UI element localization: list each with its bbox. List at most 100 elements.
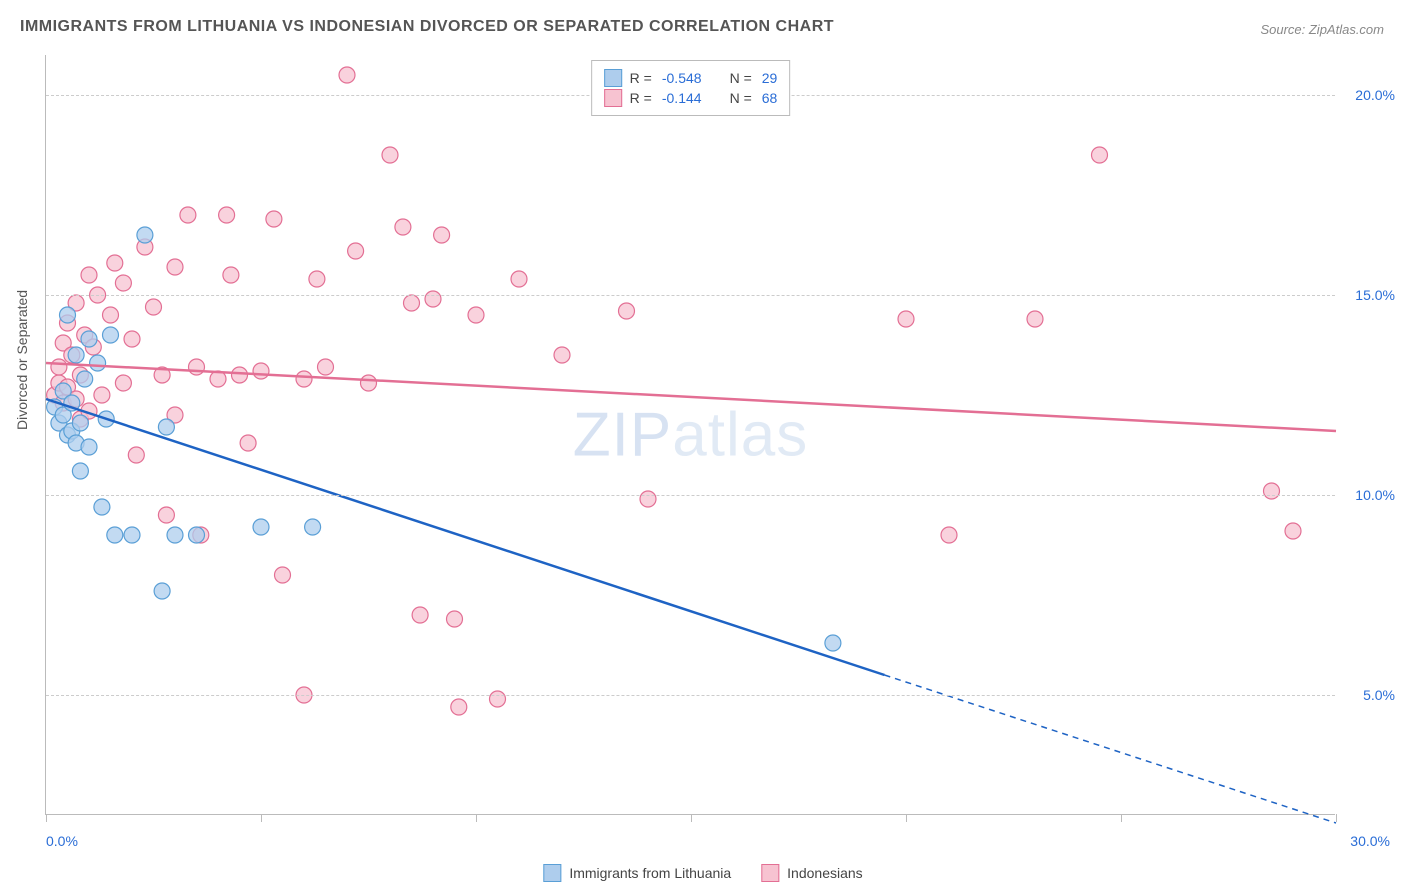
n-label: N = bbox=[730, 70, 752, 86]
ytick-label: 20.0% bbox=[1340, 87, 1395, 103]
swatch-lithuania-icon bbox=[543, 864, 561, 882]
data-point bbox=[232, 367, 248, 383]
xtick-label-max: 30.0% bbox=[1350, 833, 1390, 849]
data-point bbox=[128, 447, 144, 463]
chart-title: IMMIGRANTS FROM LITHUANIA VS INDONESIAN … bbox=[20, 18, 834, 36]
r-value-indonesians: -0.144 bbox=[662, 90, 702, 106]
xtick bbox=[906, 814, 907, 822]
data-point bbox=[305, 519, 321, 535]
data-point bbox=[146, 299, 162, 315]
source-name: ZipAtlas.com bbox=[1309, 22, 1384, 37]
ytick-label: 10.0% bbox=[1340, 487, 1395, 503]
data-point bbox=[619, 303, 635, 319]
y-axis-label: Divorced or Separated bbox=[14, 290, 30, 430]
data-point bbox=[81, 331, 97, 347]
chart-svg bbox=[46, 55, 1335, 814]
data-point bbox=[94, 499, 110, 515]
ytick-label: 15.0% bbox=[1340, 287, 1395, 303]
data-point bbox=[219, 207, 235, 223]
data-point bbox=[447, 611, 463, 627]
data-point bbox=[90, 355, 106, 371]
data-point bbox=[425, 291, 441, 307]
data-point bbox=[154, 583, 170, 599]
data-point bbox=[253, 519, 269, 535]
data-point bbox=[511, 271, 527, 287]
data-point bbox=[81, 439, 97, 455]
xtick bbox=[46, 814, 47, 822]
data-point bbox=[77, 371, 93, 387]
legend-row-indonesians: R = -0.144 N = 68 bbox=[604, 89, 778, 107]
plot-area: ZIPatlas R = -0.548 N = 29 R = -0.144 N … bbox=[45, 55, 1335, 815]
xtick bbox=[691, 814, 692, 822]
ytick-label: 5.0% bbox=[1340, 687, 1395, 703]
data-point bbox=[72, 463, 88, 479]
data-point bbox=[60, 307, 76, 323]
data-point bbox=[348, 243, 364, 259]
data-point bbox=[81, 267, 97, 283]
gridline bbox=[46, 495, 1335, 496]
data-point bbox=[240, 435, 256, 451]
xtick-label-min: 0.0% bbox=[46, 833, 78, 849]
data-point bbox=[189, 359, 205, 375]
data-point bbox=[103, 327, 119, 343]
xtick bbox=[476, 814, 477, 822]
data-point bbox=[339, 67, 355, 83]
data-point bbox=[1264, 483, 1280, 499]
legend-item-lithuania: Immigrants from Lithuania bbox=[543, 864, 731, 882]
n-label: N = bbox=[730, 90, 752, 106]
data-point bbox=[115, 375, 131, 391]
data-point bbox=[107, 255, 123, 271]
data-point bbox=[107, 527, 123, 543]
data-point bbox=[115, 275, 131, 291]
n-value-indonesians: 68 bbox=[762, 90, 778, 106]
regression-line-indonesians bbox=[46, 363, 1336, 431]
data-point bbox=[158, 419, 174, 435]
data-point bbox=[412, 607, 428, 623]
data-point bbox=[124, 527, 140, 543]
legend-series: Immigrants from Lithuania Indonesians bbox=[543, 864, 862, 882]
data-point bbox=[189, 527, 205, 543]
data-point bbox=[309, 271, 325, 287]
gridline bbox=[46, 695, 1335, 696]
data-point bbox=[51, 359, 67, 375]
source-attribution: Source: ZipAtlas.com bbox=[1260, 22, 1384, 37]
r-label: R = bbox=[630, 90, 652, 106]
data-point bbox=[434, 227, 450, 243]
data-point bbox=[490, 691, 506, 707]
regression-line-lithuania-dashed bbox=[885, 675, 1337, 823]
legend-correlation: R = -0.548 N = 29 R = -0.144 N = 68 bbox=[591, 60, 791, 116]
r-value-lithuania: -0.548 bbox=[662, 70, 702, 86]
data-point bbox=[1092, 147, 1108, 163]
gridline bbox=[46, 295, 1335, 296]
data-point bbox=[941, 527, 957, 543]
legend-label-indonesians: Indonesians bbox=[787, 865, 863, 881]
data-point bbox=[404, 295, 420, 311]
data-point bbox=[640, 491, 656, 507]
data-point bbox=[103, 307, 119, 323]
swatch-indonesians bbox=[604, 89, 622, 107]
data-point bbox=[468, 307, 484, 323]
data-point bbox=[253, 363, 269, 379]
data-point bbox=[1027, 311, 1043, 327]
source-prefix: Source: bbox=[1260, 22, 1308, 37]
data-point bbox=[94, 387, 110, 403]
data-point bbox=[72, 415, 88, 431]
data-point bbox=[223, 267, 239, 283]
swatch-lithuania bbox=[604, 69, 622, 87]
legend-row-lithuania: R = -0.548 N = 29 bbox=[604, 69, 778, 87]
data-point bbox=[68, 347, 84, 363]
n-value-lithuania: 29 bbox=[762, 70, 778, 86]
xtick bbox=[261, 814, 262, 822]
data-point bbox=[124, 331, 140, 347]
xtick bbox=[1336, 814, 1337, 822]
data-point bbox=[382, 147, 398, 163]
data-point bbox=[451, 699, 467, 715]
data-point bbox=[266, 211, 282, 227]
data-point bbox=[275, 567, 291, 583]
r-label: R = bbox=[630, 70, 652, 86]
xtick bbox=[1121, 814, 1122, 822]
swatch-indonesians-icon bbox=[761, 864, 779, 882]
data-point bbox=[318, 359, 334, 375]
data-point bbox=[898, 311, 914, 327]
data-point bbox=[180, 207, 196, 223]
